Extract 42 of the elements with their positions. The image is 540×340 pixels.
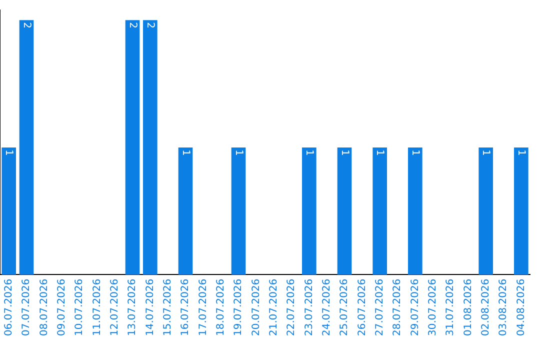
x-tick-label: 30.07.2026: [427, 278, 438, 336]
x-tick-label: 13.07.2026: [127, 278, 138, 336]
x-tick-label: 25.07.2026: [339, 278, 350, 336]
x-tick-label: 28.07.2026: [392, 278, 404, 336]
x-tick-label: 17.07.2026: [198, 278, 209, 336]
x-tick-label: 29.07.2026: [410, 278, 421, 336]
x-tick-label: 15.07.2026: [162, 278, 174, 336]
data-label: 1: [304, 149, 315, 156]
x-tick-label: 04.08.2026: [516, 278, 527, 336]
data-label: 1: [232, 149, 244, 156]
x-tick-label: 08.07.2026: [38, 278, 50, 336]
x-tick-label: 14.07.2026: [144, 278, 156, 336]
x-tick-label: 01.08.2026: [462, 278, 474, 336]
data-label: 1: [180, 149, 191, 156]
x-tick-label: 03.08.2026: [498, 278, 510, 336]
data-label: 1: [374, 149, 386, 156]
x-tick-label: 20.07.2026: [250, 278, 262, 336]
x-tick-label: 22.07.2026: [286, 278, 298, 336]
x-tick-label: 06.07.2026: [3, 278, 14, 336]
data-label: 2: [144, 22, 156, 29]
x-tick-label: 27.07.2026: [374, 278, 386, 336]
x-tick-label: 07.07.2026: [21, 278, 32, 336]
x-tick-label: 19.07.2026: [233, 278, 244, 336]
x-tick-label: 12.07.2026: [109, 278, 120, 336]
x-tick-label: 09.07.2026: [56, 278, 68, 336]
x-tick-label: 31.07.2026: [445, 278, 456, 336]
data-label: 2: [126, 22, 138, 29]
data-label: 1: [338, 149, 350, 156]
data-label: 2: [20, 22, 32, 29]
x-tick-label: 11.07.2026: [92, 278, 103, 336]
data-label: 1: [516, 149, 527, 156]
x-tick-label: 26.07.2026: [356, 278, 368, 336]
x-tick-label: 24.07.2026: [321, 278, 332, 336]
x-tick-label: 10.07.2026: [74, 278, 86, 336]
x-tick-label: 18.07.2026: [215, 278, 226, 336]
x-tick-label: 02.08.2026: [480, 278, 492, 336]
data-label: 1: [410, 149, 421, 156]
x-tick-label: 23.07.2026: [304, 278, 315, 336]
x-tick-label: 16.07.2026: [180, 278, 192, 336]
data-label: 1: [3, 149, 14, 156]
x-tick-label: 21.07.2026: [268, 278, 280, 336]
data-label: 1: [480, 149, 492, 156]
